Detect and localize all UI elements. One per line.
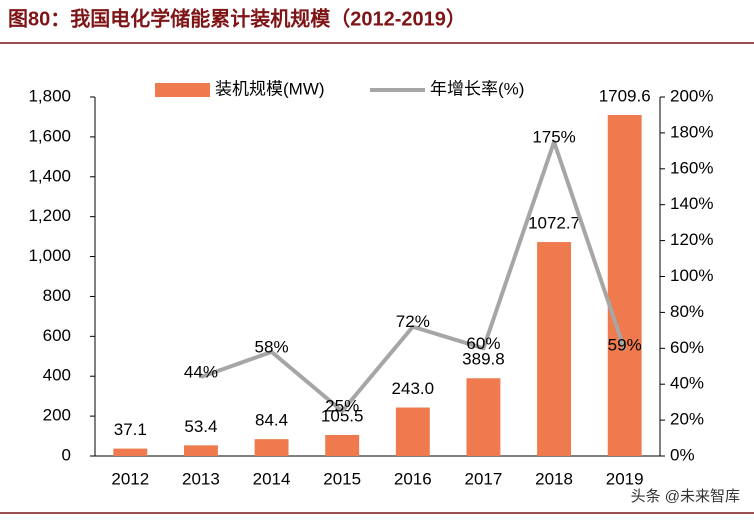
y2-tick-label: 0% — [670, 445, 695, 464]
bar — [325, 434, 360, 456]
line-value-label: 59% — [608, 336, 642, 355]
y2-tick-label: 20% — [670, 410, 704, 429]
y-tick-label: 400 — [43, 366, 71, 385]
x-tick-label: 2019 — [606, 469, 644, 488]
y2-tick-label: 40% — [670, 374, 704, 393]
x-tick-label: 2018 — [535, 469, 573, 488]
y2-tick-label: 80% — [670, 302, 704, 321]
x-tick-label: 2014 — [253, 469, 291, 488]
y2-tick-label: 100% — [670, 266, 713, 285]
x-tick-label: 2017 — [465, 469, 503, 488]
bar-value-label: 37.1 — [114, 420, 147, 439]
line — [200, 139, 627, 414]
line-value-label: 25% — [325, 397, 359, 416]
legend-label: 装机规模(MW) — [215, 79, 325, 98]
bar — [183, 445, 218, 456]
watermark: 头条 @未来智库 — [631, 487, 740, 505]
y-tick-label: 1,600 — [28, 126, 71, 145]
y2-tick-label: 60% — [670, 338, 704, 357]
bar-value-label: 53.4 — [184, 417, 217, 436]
line-value-label: 175% — [532, 127, 575, 146]
y-tick-label: 1,400 — [28, 166, 71, 185]
y-tick-label: 600 — [43, 326, 71, 345]
x-tick-label: 2016 — [394, 469, 432, 488]
legend-swatch — [155, 83, 210, 97]
bar — [466, 378, 501, 456]
bar-value-label: 105.5 — [321, 406, 364, 425]
y-tick-label: 200 — [43, 406, 71, 425]
line-value-label: 60% — [466, 334, 500, 353]
bar-value-label: 1072.7 — [528, 214, 580, 233]
bar-value-label: 1709.6 — [599, 87, 651, 106]
y2-tick-label: 160% — [670, 158, 713, 177]
legend-label: 年增长率(%) — [430, 79, 524, 98]
x-tick-label: 2013 — [182, 469, 220, 488]
bar — [537, 242, 572, 456]
x-tick-label: 2012 — [111, 469, 149, 488]
bar — [395, 407, 430, 456]
bar-value-label: 243.0 — [392, 379, 435, 398]
y2-tick-label: 200% — [670, 86, 713, 105]
bar — [254, 439, 289, 456]
y2-tick-label: 140% — [670, 194, 713, 213]
bar-value-label: 84.4 — [255, 411, 288, 430]
line-value-label: 44% — [184, 363, 218, 382]
bar — [113, 448, 148, 456]
bar-value-label: 389.8 — [462, 350, 505, 369]
y2-tick-label: 120% — [670, 230, 713, 249]
line-value-label: 58% — [255, 337, 289, 356]
y-tick-label: 800 — [43, 286, 71, 305]
y-tick-label: 1,800 — [28, 86, 71, 105]
bar — [607, 115, 642, 456]
y-tick-label: 1,200 — [28, 206, 71, 225]
y-tick-label: 0 — [62, 445, 71, 464]
line-value-label: 72% — [396, 312, 430, 331]
chart-title: 图80：我国电化学储能累计装机规模（2012-2019） — [8, 6, 466, 30]
y2-tick-label: 180% — [670, 122, 713, 141]
x-tick-label: 2015 — [323, 469, 361, 488]
y-tick-label: 1,000 — [28, 246, 71, 265]
